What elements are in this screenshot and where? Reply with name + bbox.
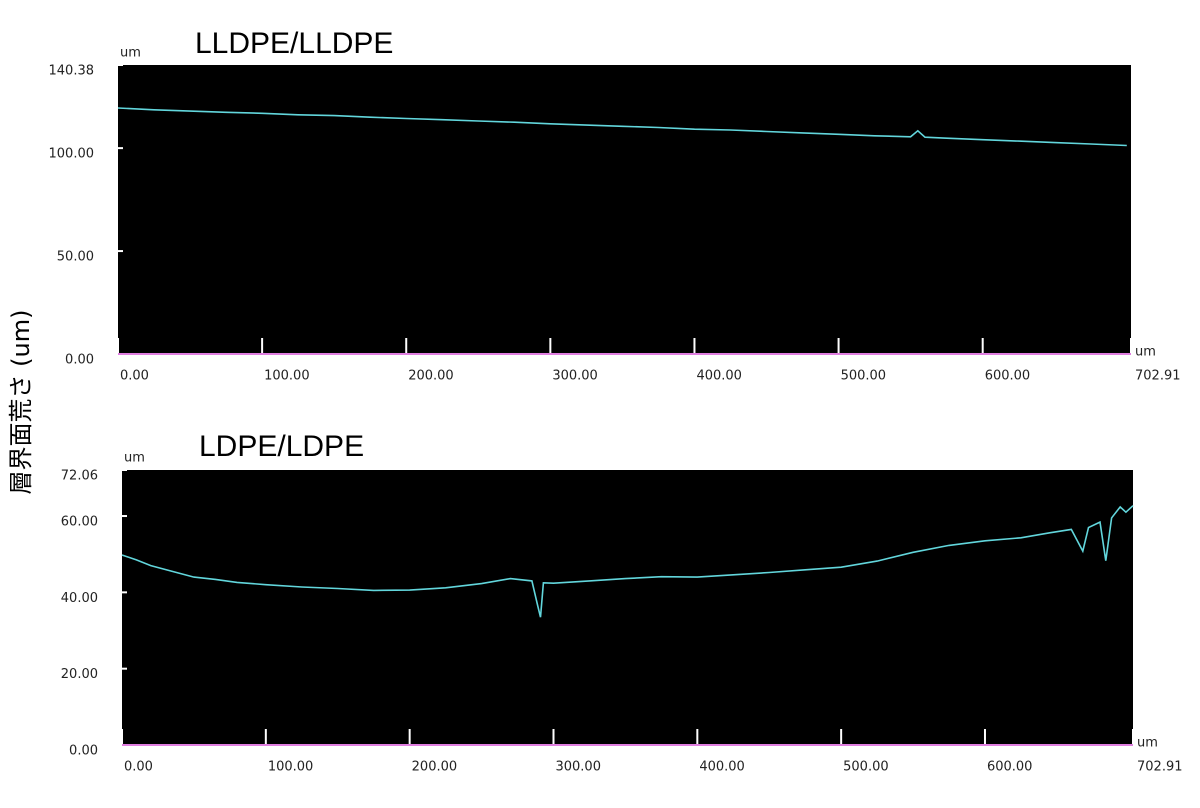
y-tick-label: 40.00: [61, 591, 98, 606]
x-tick-label: 600.00: [985, 369, 1031, 384]
chart-title: LDPE/LDPE: [199, 430, 364, 463]
x-tick-label: 200.00: [412, 760, 458, 775]
y-tick-label: 72.06: [61, 469, 98, 484]
x-tick-label: 702.91: [1135, 369, 1181, 384]
plot-area: [118, 65, 1131, 354]
x-tick-label: 400.00: [696, 369, 742, 384]
x-tick-label: 300.00: [555, 760, 601, 775]
y-tick-label: 20.00: [61, 667, 98, 682]
y-tick-label: 0.00: [69, 744, 98, 759]
x-tick-label: 400.00: [699, 760, 745, 775]
x-tick-label: 200.00: [408, 369, 454, 384]
y-unit: um: [120, 46, 141, 61]
chart-title: LLDPE/LLDPE: [195, 27, 393, 60]
x-tick-label: 500.00: [843, 760, 889, 775]
x-tick-label: 702.91: [1137, 760, 1183, 775]
x-tick-label: 500.00: [841, 369, 887, 384]
x-tick-label: 0.00: [124, 760, 153, 775]
plot-area: [122, 470, 1133, 745]
data-line: [117, 107, 1127, 147]
x-tick-label: 100.00: [264, 369, 310, 384]
data-line: [121, 505, 1134, 618]
x-tick-label: 300.00: [552, 369, 598, 384]
y-tick-label: 100.00: [49, 147, 95, 162]
x-tick-label: 600.00: [987, 760, 1033, 775]
y-tick-label: 0.00: [65, 353, 94, 368]
y-tick-label: 140.38: [49, 64, 95, 79]
x-tick-label: 0.00: [120, 369, 149, 384]
x-unit: um: [1135, 345, 1156, 360]
y-axis-label: 層界面荒さ (um): [7, 310, 35, 495]
y-tick-label: 50.00: [57, 250, 94, 265]
y-unit: um: [124, 451, 145, 466]
x-tick-label: 100.00: [268, 760, 314, 775]
y-tick-label: 60.00: [61, 515, 98, 530]
x-unit: um: [1137, 736, 1158, 751]
